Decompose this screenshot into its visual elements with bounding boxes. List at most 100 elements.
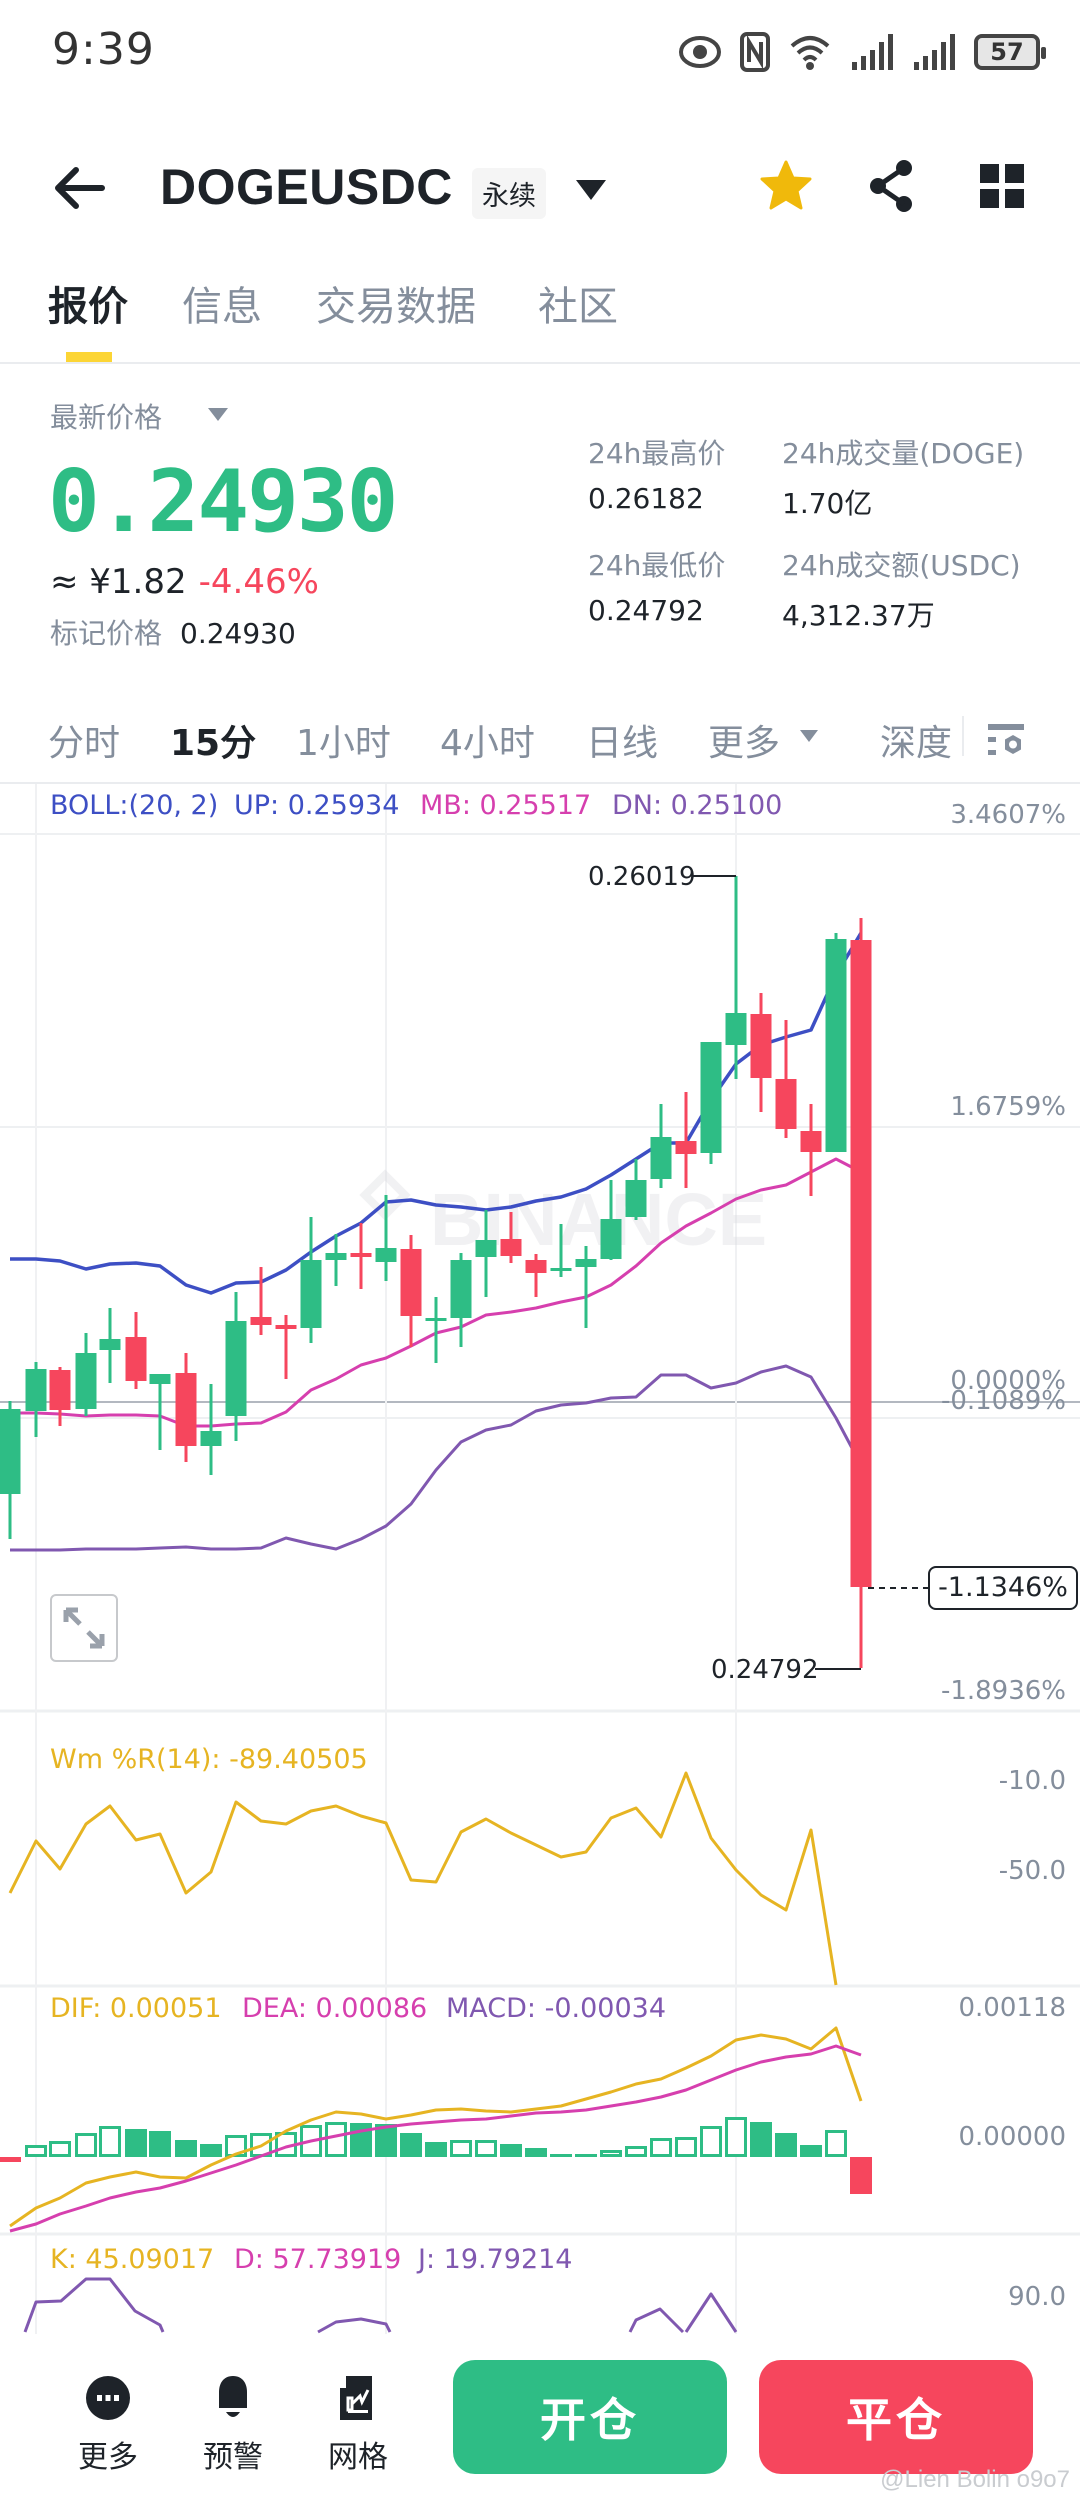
price-type-label[interactable]: 最新价格 xyxy=(50,401,163,434)
active-tab-indicator xyxy=(66,352,112,362)
open-position-button[interactable]: 开仓 xyxy=(453,2360,727,2474)
star-icon[interactable] xyxy=(756,156,816,216)
axis-label: 0.00118 xyxy=(958,1993,1066,2023)
tab-community[interactable]: 社区 xyxy=(538,284,618,330)
binance-watermark: BINANCE xyxy=(359,1169,767,1261)
boll-mb-value: MB: 0.25517 xyxy=(420,790,592,821)
watermark-text: @Lien Bolin o9o7 xyxy=(880,2466,1070,2493)
share-icon[interactable] xyxy=(862,156,922,216)
wifi-icon xyxy=(790,36,830,70)
more-button[interactable]: 更多 xyxy=(68,2374,148,2476)
caret-down-icon[interactable] xyxy=(576,180,606,200)
kdj-j: J: 19.79214 xyxy=(418,2244,573,2275)
status-bar: 9:39 57 xyxy=(0,0,1080,100)
battery-indicator: 57 xyxy=(974,34,1046,70)
axis-label: -0.1089% xyxy=(940,1386,1066,1416)
kdj-k: K: 45.09017 xyxy=(50,2244,215,2275)
stat-value: 4,312.37万 xyxy=(782,599,935,632)
timeframe-bar: 分时 15分 1小时 4小时 日线 更多 深度 xyxy=(0,708,1080,784)
close-position-button[interactable]: 平仓 xyxy=(759,2360,1033,2474)
grid-label: 网格 xyxy=(328,2440,388,2475)
change-percent: -4.46% xyxy=(198,562,319,602)
bottom-action-bar: 更多 预警 网格 开仓 平仓 @Lien Bolin o9o7 xyxy=(0,2334,1080,2504)
wr-value: Wm %R(14): -89.40505 xyxy=(50,1744,368,1775)
williams-r-line xyxy=(8,1771,838,1986)
expand-icon xyxy=(63,1607,105,1649)
stat-label: 24h最高价 xyxy=(588,437,726,470)
mark-price: 0.24930 xyxy=(180,617,296,650)
timeframe-more[interactable]: 更多 xyxy=(708,723,781,764)
arrow-left-icon[interactable] xyxy=(48,160,108,216)
eye-icon xyxy=(679,36,721,68)
caret-down-icon[interactable] xyxy=(800,730,818,742)
timeframe-1h[interactable]: 1小时 xyxy=(296,723,391,764)
boll-name: BOLL:(20, 2) xyxy=(50,790,219,821)
tab-quote[interactable]: 报价 xyxy=(48,284,128,330)
status-time: 9:39 xyxy=(52,24,155,75)
nfc-icon xyxy=(740,32,770,72)
divider xyxy=(962,716,964,756)
macd-dif: DIF: 0.00051 xyxy=(50,1993,222,2024)
stat-label: 24h最低价 xyxy=(588,549,726,582)
kdj-lines xyxy=(23,2277,738,2334)
grid-trading-icon xyxy=(340,2376,372,2420)
header: DOGEUSDC 永续 xyxy=(0,150,1080,226)
axis-label: 90.0 xyxy=(1008,2282,1066,2312)
axis-label: 0.0000% xyxy=(950,1366,1066,1396)
signal-icon-2 xyxy=(914,34,955,70)
stat-value: 1.70亿 xyxy=(782,487,873,520)
tab-trading-data[interactable]: 交易数据 xyxy=(316,284,476,330)
alert-label: 预警 xyxy=(203,2440,263,2475)
mark-price-label: 标记价格 xyxy=(50,617,163,650)
macd-value: MACD: -0.00034 xyxy=(446,1993,667,2024)
kline-chart[interactable]: BINANCE 0.26019 0.24792 xyxy=(0,784,1080,2334)
boll-up-value: UP: 0.25934 xyxy=(234,790,400,821)
axis-label: -1.8936% xyxy=(940,1676,1066,1706)
stat-label: 24h成交量(DOGE) xyxy=(782,437,1025,470)
grid-trading-button[interactable]: 网格 xyxy=(318,2374,398,2476)
contract-type-badge: 永续 xyxy=(472,168,546,219)
depth-button[interactable]: 深度 xyxy=(880,723,953,764)
axis-label: -10.0 xyxy=(998,1766,1066,1796)
timeframe-line[interactable]: 分时 xyxy=(48,723,121,764)
symbol-title[interactable]: DOGEUSDC xyxy=(160,159,453,215)
stat-24h-turnover: 24h成交额(USDC) 4,312.37万 xyxy=(782,544,1021,634)
grid-icon[interactable] xyxy=(972,156,1032,216)
cny-row: ≈ ¥1.82 -4.46% xyxy=(50,562,319,602)
timeframe-4h[interactable]: 4小时 xyxy=(440,723,535,764)
more-label: 更多 xyxy=(78,2440,138,2475)
macd-histogram xyxy=(0,2026,872,2233)
chart-settings-icon[interactable] xyxy=(984,720,1028,764)
axis-label: 1.6759% xyxy=(950,1092,1066,1122)
kdj-d: D: 57.73919 xyxy=(234,2244,402,2275)
stat-value: 0.26182 xyxy=(588,482,704,515)
high-marker: 0.26019 xyxy=(588,862,736,892)
stat-24h-high: 24h最高价 0.26182 xyxy=(588,432,725,515)
stat-label: 24h成交额(USDC) xyxy=(782,549,1021,582)
axis-label: 3.4607% xyxy=(950,800,1066,830)
bell-icon xyxy=(219,2376,247,2417)
mark-price-row: 标记价格 0.24930 xyxy=(50,612,296,652)
low-marker: 0.24792 xyxy=(711,1655,861,1685)
axis-label: -50.0 xyxy=(998,1856,1066,1886)
alert-button[interactable]: 预警 xyxy=(193,2374,273,2476)
current-price-tag: -1.1346% xyxy=(928,1566,1078,1610)
chart-grid xyxy=(0,784,1080,2334)
last-price: 0.24930 xyxy=(48,452,398,552)
tab-info[interactable]: 信息 xyxy=(182,284,262,330)
stat-24h-volume: 24h成交量(DOGE) 1.70亿 xyxy=(782,432,1024,522)
more-dots-icon xyxy=(86,2376,130,2420)
fullscreen-button[interactable] xyxy=(50,1594,118,1662)
timeframe-1d[interactable]: 日线 xyxy=(586,723,659,764)
timeframe-15m[interactable]: 15分 xyxy=(170,723,257,764)
svg-text:0.26019: 0.26019 xyxy=(588,862,696,892)
axis-label: 0.00000 xyxy=(958,2122,1066,2152)
caret-down-icon[interactable] xyxy=(208,408,228,421)
macd-dea: DEA: 0.00086 xyxy=(242,1993,428,2024)
svg-text:0.24792: 0.24792 xyxy=(711,1655,819,1685)
boll-dn-value: DN: 0.25100 xyxy=(612,790,783,821)
tab-bar: 报价 信息 交易数据 社区 xyxy=(0,274,1080,364)
candlesticks xyxy=(0,876,872,1668)
status-icons: 57 xyxy=(678,30,1046,74)
cny-price: ≈ ¥1.82 xyxy=(50,562,187,602)
